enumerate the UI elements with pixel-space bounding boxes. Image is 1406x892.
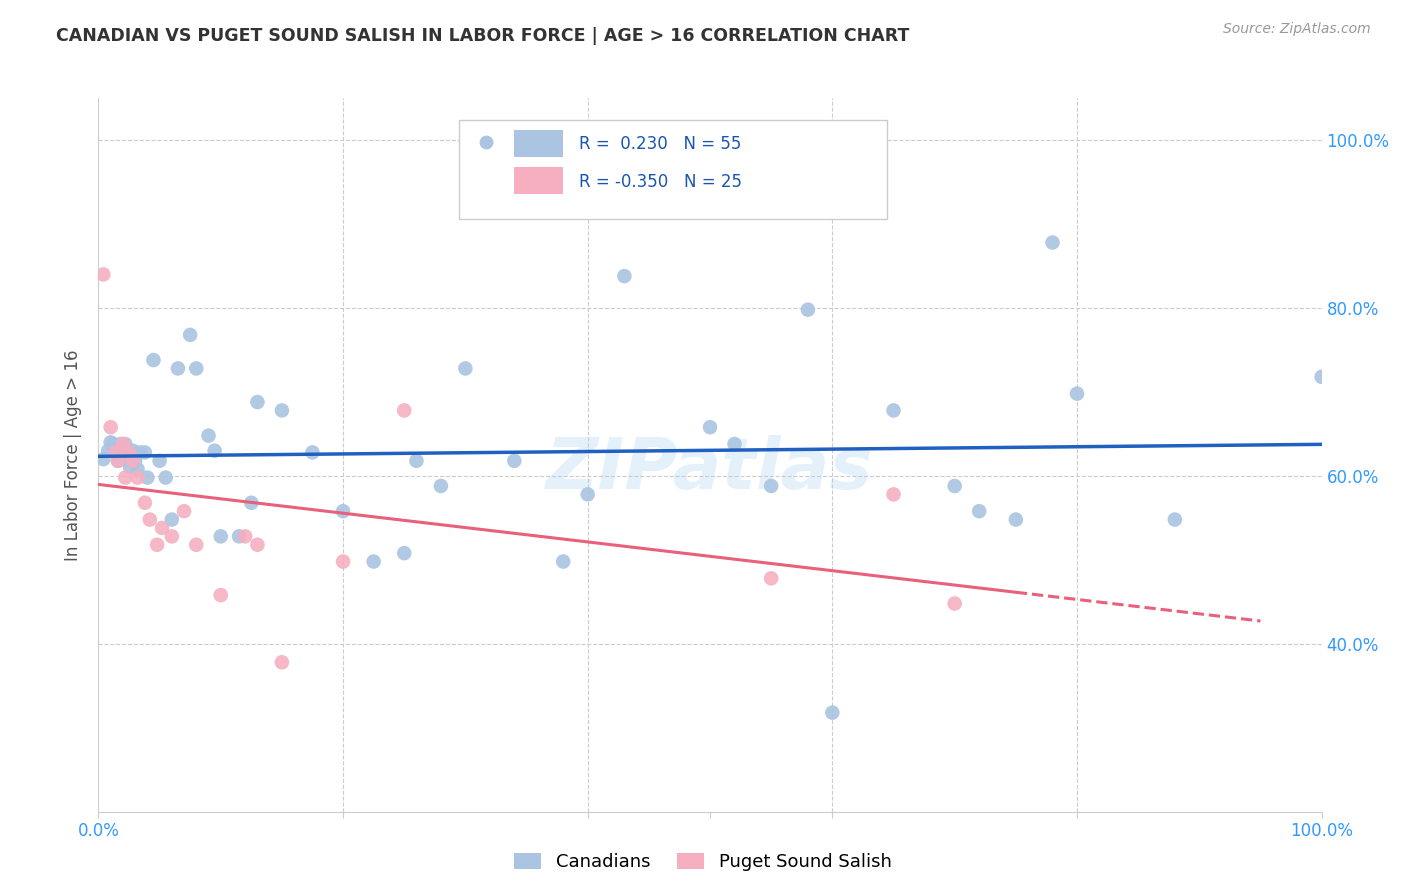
Point xyxy=(430,479,453,493)
Point xyxy=(1004,512,1026,526)
Point xyxy=(127,462,149,476)
Point xyxy=(127,470,149,484)
Point xyxy=(454,361,477,376)
Point xyxy=(821,706,844,720)
Point xyxy=(142,353,165,368)
Point xyxy=(204,443,226,458)
Point xyxy=(160,512,183,526)
Point xyxy=(111,452,134,467)
Text: Source: ZipAtlas.com: Source: ZipAtlas.com xyxy=(1223,22,1371,37)
Point xyxy=(179,327,201,342)
Point xyxy=(209,529,232,543)
Point xyxy=(107,454,129,468)
Point xyxy=(104,445,127,459)
Point xyxy=(301,445,323,459)
Point xyxy=(139,512,162,526)
Point xyxy=(1066,386,1088,401)
Point xyxy=(1164,512,1187,526)
FancyBboxPatch shape xyxy=(460,120,887,219)
Point xyxy=(228,529,250,543)
Point xyxy=(104,445,127,459)
Point xyxy=(186,361,208,376)
Point xyxy=(150,521,173,535)
Point xyxy=(209,588,232,602)
Point xyxy=(699,420,721,434)
Point xyxy=(553,555,575,569)
Point xyxy=(167,361,190,376)
Point xyxy=(120,460,142,475)
Point xyxy=(100,420,122,434)
Point xyxy=(146,538,169,552)
Point xyxy=(1042,235,1064,250)
Point xyxy=(332,555,354,569)
Point xyxy=(100,435,122,450)
Point xyxy=(503,454,526,468)
Point xyxy=(883,403,905,417)
Point xyxy=(613,269,636,284)
Point xyxy=(149,454,172,468)
Point xyxy=(134,445,156,459)
Point xyxy=(246,395,269,409)
Point xyxy=(943,479,966,493)
Point xyxy=(117,448,139,462)
Point xyxy=(576,487,599,501)
Point xyxy=(114,437,136,451)
Point xyxy=(270,655,294,669)
Point xyxy=(118,445,141,459)
Point xyxy=(111,437,134,451)
Point xyxy=(155,470,177,484)
Point xyxy=(797,302,820,317)
Point xyxy=(233,529,256,543)
Point xyxy=(136,470,159,484)
Text: ZIPatlas: ZIPatlas xyxy=(547,434,873,504)
Point xyxy=(121,454,143,468)
Point xyxy=(197,428,219,442)
Point xyxy=(332,504,354,518)
Point xyxy=(943,597,966,611)
Point xyxy=(107,454,129,468)
Point xyxy=(97,443,120,458)
Point xyxy=(246,538,269,552)
Point xyxy=(270,403,294,417)
Point xyxy=(114,470,136,484)
Point xyxy=(723,437,745,451)
Point xyxy=(121,443,143,458)
Y-axis label: In Labor Force | Age > 16: In Labor Force | Age > 16 xyxy=(65,349,83,561)
Point xyxy=(475,185,498,199)
Point xyxy=(967,504,990,518)
Point xyxy=(134,496,156,510)
Point xyxy=(129,445,152,459)
FancyBboxPatch shape xyxy=(515,129,564,157)
Point xyxy=(160,529,183,543)
Point xyxy=(173,504,195,518)
Point xyxy=(101,437,124,451)
Point xyxy=(392,403,416,417)
Point xyxy=(405,454,427,468)
Text: R =  0.230   N = 55: R = 0.230 N = 55 xyxy=(579,135,741,153)
Text: R = -0.350   N = 25: R = -0.350 N = 25 xyxy=(579,173,742,191)
Point xyxy=(91,268,114,282)
Legend: Canadians, Puget Sound Salish: Canadians, Puget Sound Salish xyxy=(508,846,898,879)
FancyBboxPatch shape xyxy=(515,168,564,194)
Point xyxy=(124,454,146,468)
Point xyxy=(110,437,132,451)
Point xyxy=(91,452,114,467)
Point xyxy=(1310,369,1333,384)
Point xyxy=(761,571,783,585)
Point xyxy=(363,555,385,569)
Point xyxy=(186,538,208,552)
Point xyxy=(240,496,263,510)
Point xyxy=(392,546,416,560)
Text: CANADIAN VS PUGET SOUND SALISH IN LABOR FORCE | AGE > 16 CORRELATION CHART: CANADIAN VS PUGET SOUND SALISH IN LABOR … xyxy=(56,27,910,45)
Point xyxy=(883,487,905,501)
Point xyxy=(761,479,783,493)
